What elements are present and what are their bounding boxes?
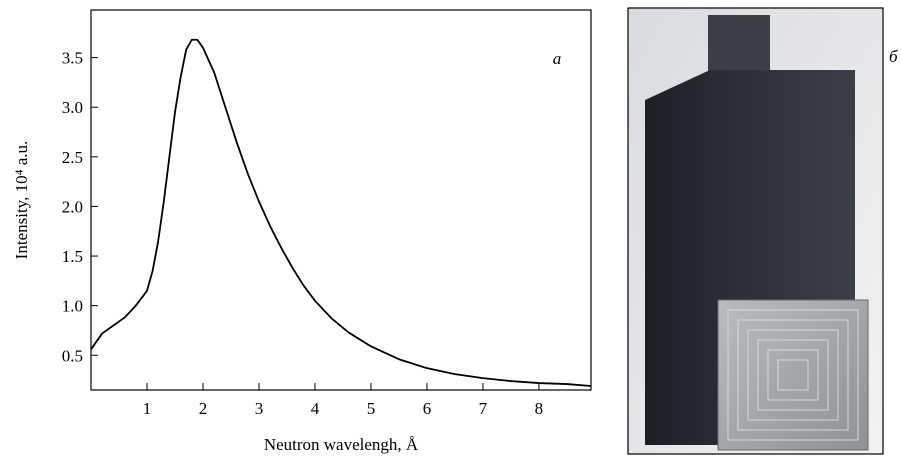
y-axis-label: Intensity, 10⁴ a.u.	[12, 141, 31, 260]
y-tick-label: 0.5	[62, 346, 83, 365]
detector-plate	[717, 299, 869, 451]
y-tick-label: 1.0	[62, 297, 83, 316]
x-tick-label: 4	[311, 399, 320, 418]
plate-grooves	[727, 309, 859, 441]
x-tick-label: 8	[535, 399, 544, 418]
x-tick-label: 3	[255, 399, 264, 418]
plot-frame	[90, 9, 592, 391]
x-tick-label: 6	[423, 399, 432, 418]
y-tick-label: 1.5	[62, 247, 83, 266]
top-block	[708, 15, 770, 77]
photo-label: б	[889, 47, 898, 66]
spectrum-line	[90, 38, 592, 387]
y-tick-label: 2.0	[62, 197, 83, 216]
x-tick-label: 7	[479, 399, 488, 418]
x-axis-label: Neutron wavelengh, Å	[264, 435, 419, 454]
x-tick-label: 5	[367, 399, 376, 418]
photo	[627, 7, 884, 455]
y-tick-label: 3.0	[62, 98, 83, 117]
x-tick-label: 1	[143, 399, 152, 418]
panel-label: a	[553, 49, 562, 68]
y-tick-label: 2.5	[62, 148, 83, 167]
y-tick-label: 3.5	[62, 49, 83, 68]
x-tick-label: 2	[199, 399, 208, 418]
